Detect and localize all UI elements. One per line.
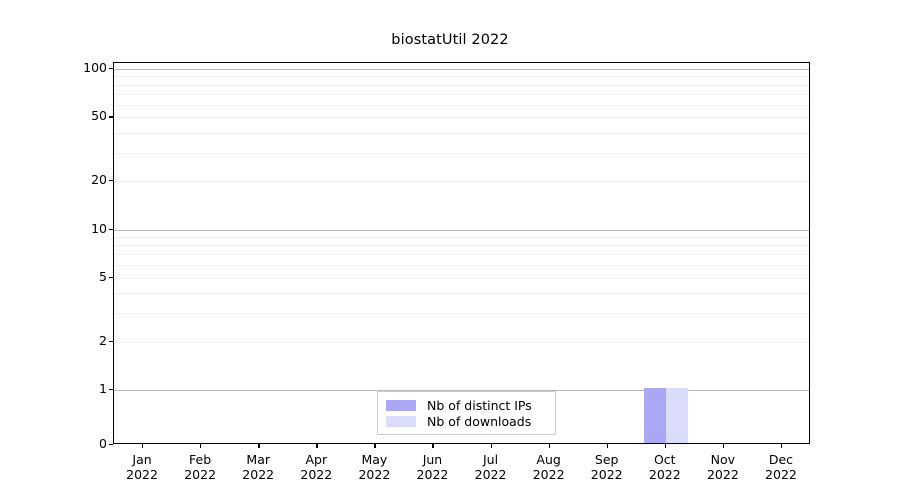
y-tick-mark <box>109 228 113 230</box>
x-tick-mark <box>374 444 376 448</box>
y-tick-mark <box>109 276 113 279</box>
x-tick-month: Sep <box>594 452 619 467</box>
x-tick-month: Mar <box>246 452 270 467</box>
x-tick-mark <box>780 444 783 448</box>
x-tick-year: 2022 <box>184 467 217 482</box>
y-axis-labels: 0 1 2 5 10 20 50 100 <box>62 0 107 500</box>
y-tick-mark <box>109 116 113 118</box>
x-tick-mark <box>258 444 260 448</box>
x-tick-label: Oct 2022 <box>630 452 700 482</box>
chart-legend: Nb of distinct IPs Nb of downloads <box>377 391 556 435</box>
x-tick-year: 2022 <box>706 467 739 482</box>
y-tick-mark <box>109 68 113 70</box>
legend-item[interactable]: Nb of downloads <box>386 413 547 429</box>
x-tick-month: Oct <box>653 452 676 467</box>
bar <box>665 388 688 443</box>
plot-area <box>113 62 810 444</box>
x-tick-label: Mar 2022 <box>223 452 293 482</box>
y-tick-label: 100 <box>83 60 107 75</box>
gridline-minor <box>114 152 809 154</box>
x-tick-mark <box>664 444 667 448</box>
y-tick-label: 5 <box>99 268 107 284</box>
x-tick-year: 2022 <box>416 467 449 482</box>
x-tick-month: Jul <box>482 452 499 467</box>
x-tick-year: 2022 <box>648 467 681 482</box>
y-tick-mark <box>109 389 113 391</box>
y-tick-label: 20 <box>91 172 107 188</box>
y-tick-mark <box>109 340 113 342</box>
gridline-minor <box>114 84 809 86</box>
y-tick-label: 10 <box>91 220 107 236</box>
gridline-minor <box>114 254 809 256</box>
gridline-minor <box>114 104 809 106</box>
gridline-minor <box>114 93 809 95</box>
x-tick-year: 2022 <box>358 467 391 482</box>
x-tick-mark <box>490 444 492 448</box>
x-tick-label: May 2022 <box>339 452 409 482</box>
gridline-minor <box>114 245 809 247</box>
y-tick-label: 2 <box>99 332 107 348</box>
x-tick-label: Aug 2022 <box>514 452 584 482</box>
x-tick-label: Sep 2022 <box>572 452 642 482</box>
x-tick-year: 2022 <box>242 467 275 482</box>
legend-swatch <box>386 399 416 411</box>
x-tick-month: May <box>361 452 388 467</box>
bar <box>644 388 666 443</box>
x-tick-month: Dec <box>768 452 794 467</box>
x-tick-year: 2022 <box>474 467 507 482</box>
gridline-minor <box>114 132 809 134</box>
x-tick-mark <box>606 444 608 448</box>
x-tick-label: Jan 2022 <box>107 452 177 482</box>
gridline-major <box>114 229 809 231</box>
legend-label: Nb of downloads <box>427 413 532 429</box>
x-tick-label: Jun 2022 <box>397 452 467 482</box>
x-tick-year: 2022 <box>765 467 797 482</box>
x-tick-month: Jun <box>422 452 443 467</box>
x-tick-month: Jan <box>132 452 152 467</box>
gridline-minor <box>114 293 809 295</box>
y-tick-label: 0 <box>99 436 107 451</box>
x-tick-mark <box>722 444 725 448</box>
y-tick-mark <box>109 444 113 446</box>
gridline-minor <box>114 313 809 315</box>
x-tick-month: Apr <box>305 452 328 467</box>
legend-item[interactable]: Nb of distinct IPs <box>386 397 547 413</box>
x-tick-label: Apr 2022 <box>281 452 351 482</box>
gridline-minor <box>114 236 809 238</box>
gridline-minor <box>114 181 809 183</box>
x-tick-mark <box>200 444 202 448</box>
gridline-minor <box>114 341 809 343</box>
x-tick-month: Feb <box>189 452 212 467</box>
gridline-minor <box>114 277 809 279</box>
x-tick-label: Feb 2022 <box>165 452 235 482</box>
x-tick-mark <box>548 444 550 448</box>
x-tick-label: Nov 2022 <box>688 452 758 482</box>
y-tick-label: 1 <box>99 381 107 396</box>
chart-title: biostatUtil 2022 <box>391 32 509 48</box>
x-tick-year: 2022 <box>590 467 623 482</box>
x-tick-year: 2022 <box>532 467 565 482</box>
x-tick-mark <box>142 444 144 448</box>
x-tick-mark <box>316 444 318 448</box>
legend-label: Nb of distinct IPs <box>427 397 532 413</box>
y-tick-mark <box>109 180 113 182</box>
x-tick-label: Jul 2022 <box>456 452 526 482</box>
gridline-minor <box>114 117 809 119</box>
gridline-minor <box>114 265 809 267</box>
legend-swatch <box>386 415 416 427</box>
x-tick-month: Nov <box>710 452 736 467</box>
y-tick-label: 50 <box>91 108 107 124</box>
gridline-major <box>114 69 809 70</box>
x-tick-month: Aug <box>536 452 561 467</box>
x-tick-mark <box>432 444 434 448</box>
x-tick-label: Dec 2022 <box>746 452 816 482</box>
gridline-major <box>114 390 809 391</box>
x-tick-year: 2022 <box>126 467 158 482</box>
x-tick-year: 2022 <box>300 467 333 482</box>
gridline-minor <box>114 76 809 78</box>
